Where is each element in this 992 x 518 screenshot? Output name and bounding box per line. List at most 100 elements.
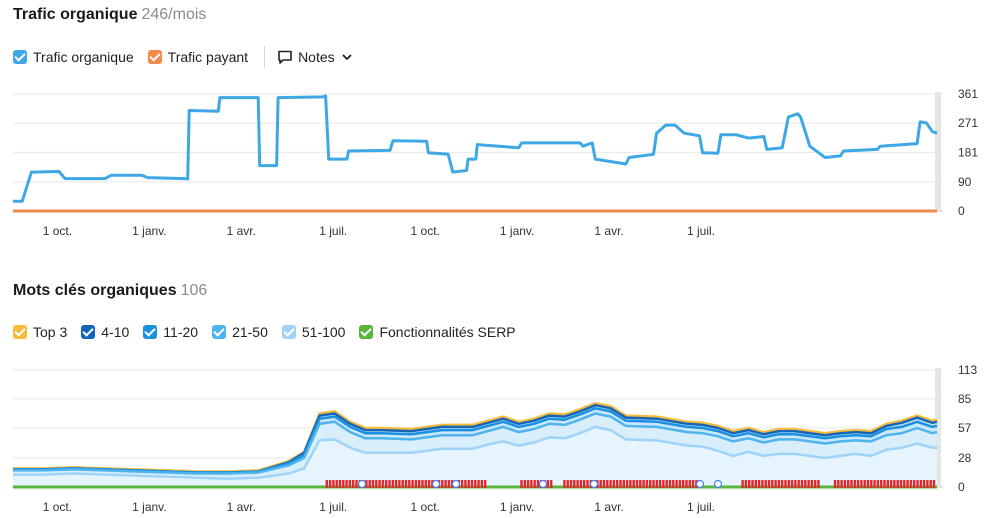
checkbox-icon[interactable] <box>359 325 374 339</box>
serp-feature-marker <box>378 480 381 488</box>
serp-feature-marker <box>467 480 470 488</box>
chevron-down-icon <box>342 54 352 60</box>
serp-feature-marker <box>408 480 411 488</box>
legend-4-10[interactable]: 4-10 <box>81 324 129 340</box>
google-icon <box>695 479 705 489</box>
serp-feature-marker <box>609 480 612 488</box>
serp-feature-marker <box>678 480 682 488</box>
checkbox-icon[interactable] <box>281 325 296 339</box>
serp-feature-marker <box>800 480 804 488</box>
serp-feature-marker <box>853 480 856 488</box>
checkbox-icon[interactable] <box>143 325 158 339</box>
serp-feature-marker <box>889 480 893 488</box>
serp-feature-marker <box>606 480 609 488</box>
x-tick-label: 1 janv. <box>132 500 166 514</box>
x-tick-label: 1 janv. <box>500 224 534 238</box>
legend-trafic-organique[interactable]: Trafic organique <box>13 49 134 65</box>
serp-feature-marker <box>355 480 358 488</box>
serp-feature-marker <box>328 480 332 488</box>
serp-feature-marker <box>629 480 632 488</box>
serp-feature-marker <box>916 480 919 488</box>
y-tick-label: 113 <box>958 363 977 377</box>
serp-feature-marker <box>926 480 929 488</box>
traffic-title-text: Trafic organique <box>13 6 138 23</box>
keywords-legend: Top 3 4-10 11-20 21-50 51-100 Fonctionna… <box>13 321 530 343</box>
serp-feature-marker <box>615 480 619 488</box>
serp-feature-marker <box>813 480 817 488</box>
checkbox-icon[interactable] <box>81 325 96 339</box>
serp-feature-marker <box>417 480 421 488</box>
x-tick-label: 1 juil. <box>319 224 347 238</box>
google-icon <box>713 479 723 489</box>
serp-feature-marker <box>351 480 355 488</box>
legend-trafic-payant[interactable]: Trafic payant <box>147 49 249 65</box>
checkbox-icon[interactable] <box>212 325 227 339</box>
x-tick-label: 1 oct. <box>411 224 440 238</box>
serp-feature-marker <box>530 480 533 488</box>
serp-feature-marker <box>774 480 777 488</box>
serp-feature-marker <box>672 480 675 488</box>
y-tick-label: 85 <box>958 392 972 406</box>
serp-feature-marker <box>579 480 583 488</box>
legend-label: Trafic payant <box>167 49 249 65</box>
serp-feature-marker <box>929 480 932 488</box>
series-line-21-50 <box>13 412 938 475</box>
checkbox-icon[interactable] <box>147 50 162 64</box>
serp-feature-marker <box>368 480 371 488</box>
legend-top-3[interactable]: Top 3 <box>13 324 67 340</box>
serp-feature-marker <box>398 480 401 488</box>
notes-label: Notes <box>298 49 335 65</box>
serp-feature-marker <box>744 480 748 488</box>
serp-feature-marker <box>345 480 348 488</box>
serp-feature-marker <box>332 480 335 488</box>
x-tick-label: 1 oct. <box>43 500 72 514</box>
serp-feature-marker <box>919 480 922 488</box>
serp-feature-marker <box>817 480 820 488</box>
checkbox-icon[interactable] <box>13 325 27 339</box>
serp-feature-marker <box>404 480 408 488</box>
serp-feature-marker <box>675 480 678 488</box>
notes-dropdown[interactable]: Notes <box>277 49 353 65</box>
serp-feature-marker <box>569 480 573 488</box>
serp-feature-marker <box>460 480 464 488</box>
legend-21-50[interactable]: 21-50 <box>212 324 268 340</box>
serp-feature-marker <box>886 480 889 488</box>
serp-feature-marker <box>576 480 579 488</box>
serp-feature-marker <box>338 480 342 488</box>
serp-feature-marker <box>780 480 784 488</box>
traffic-chart: 0 90 181 271 361 1 oct. 1 janv. 1 avr. 1 juil. 1 … <box>13 87 978 238</box>
serp-feature-marker <box>767 480 771 488</box>
serp-feature-marker <box>645 480 649 488</box>
serp-feature-marker <box>856 480 860 488</box>
serp-feature-marker <box>691 480 695 488</box>
serp-feature-marker <box>850 480 853 488</box>
serp-feature-marker <box>648 480 652 488</box>
keywords-chart: 0 28 57 85 113 1 oct. 1 janv. 1 avr. 1 juil. 1 oc… <box>13 363 977 514</box>
y-tick-label: 57 <box>958 421 972 435</box>
serp-feature-marker <box>777 480 781 488</box>
serp-feature-marker <box>401 480 404 488</box>
serp-feature-marker <box>441 480 444 488</box>
serp-feature-marker <box>833 480 837 488</box>
serp-feature-marker <box>642 480 645 488</box>
serp-feature-marker <box>658 480 662 488</box>
legend-51-100[interactable]: 51-100 <box>281 324 346 340</box>
legend-11-20[interactable]: 11-20 <box>143 324 198 340</box>
legend-label: 4-10 <box>101 324 130 340</box>
serp-feature-marker <box>635 480 639 488</box>
x-tick-label: 1 avr. <box>594 500 623 514</box>
y-tick-label: 0 <box>958 480 965 494</box>
serp-feature-marker <box>909 480 913 488</box>
legend-label: 51-100 <box>301 324 346 340</box>
serp-feature-marker <box>375 480 378 488</box>
serp-feature-marker <box>381 480 385 488</box>
serp-feature-marker <box>414 480 418 488</box>
legend-fonctionnalites-serp[interactable]: Fonctionnalités SERP <box>359 324 516 340</box>
serp-feature-marker <box>622 480 625 488</box>
checkbox-icon[interactable] <box>13 50 27 64</box>
chart-end-handle <box>935 92 941 211</box>
serp-feature-marker <box>681 480 685 488</box>
serp-feature-marker <box>912 480 916 488</box>
google-icon <box>538 479 548 489</box>
note-icon <box>278 50 292 64</box>
